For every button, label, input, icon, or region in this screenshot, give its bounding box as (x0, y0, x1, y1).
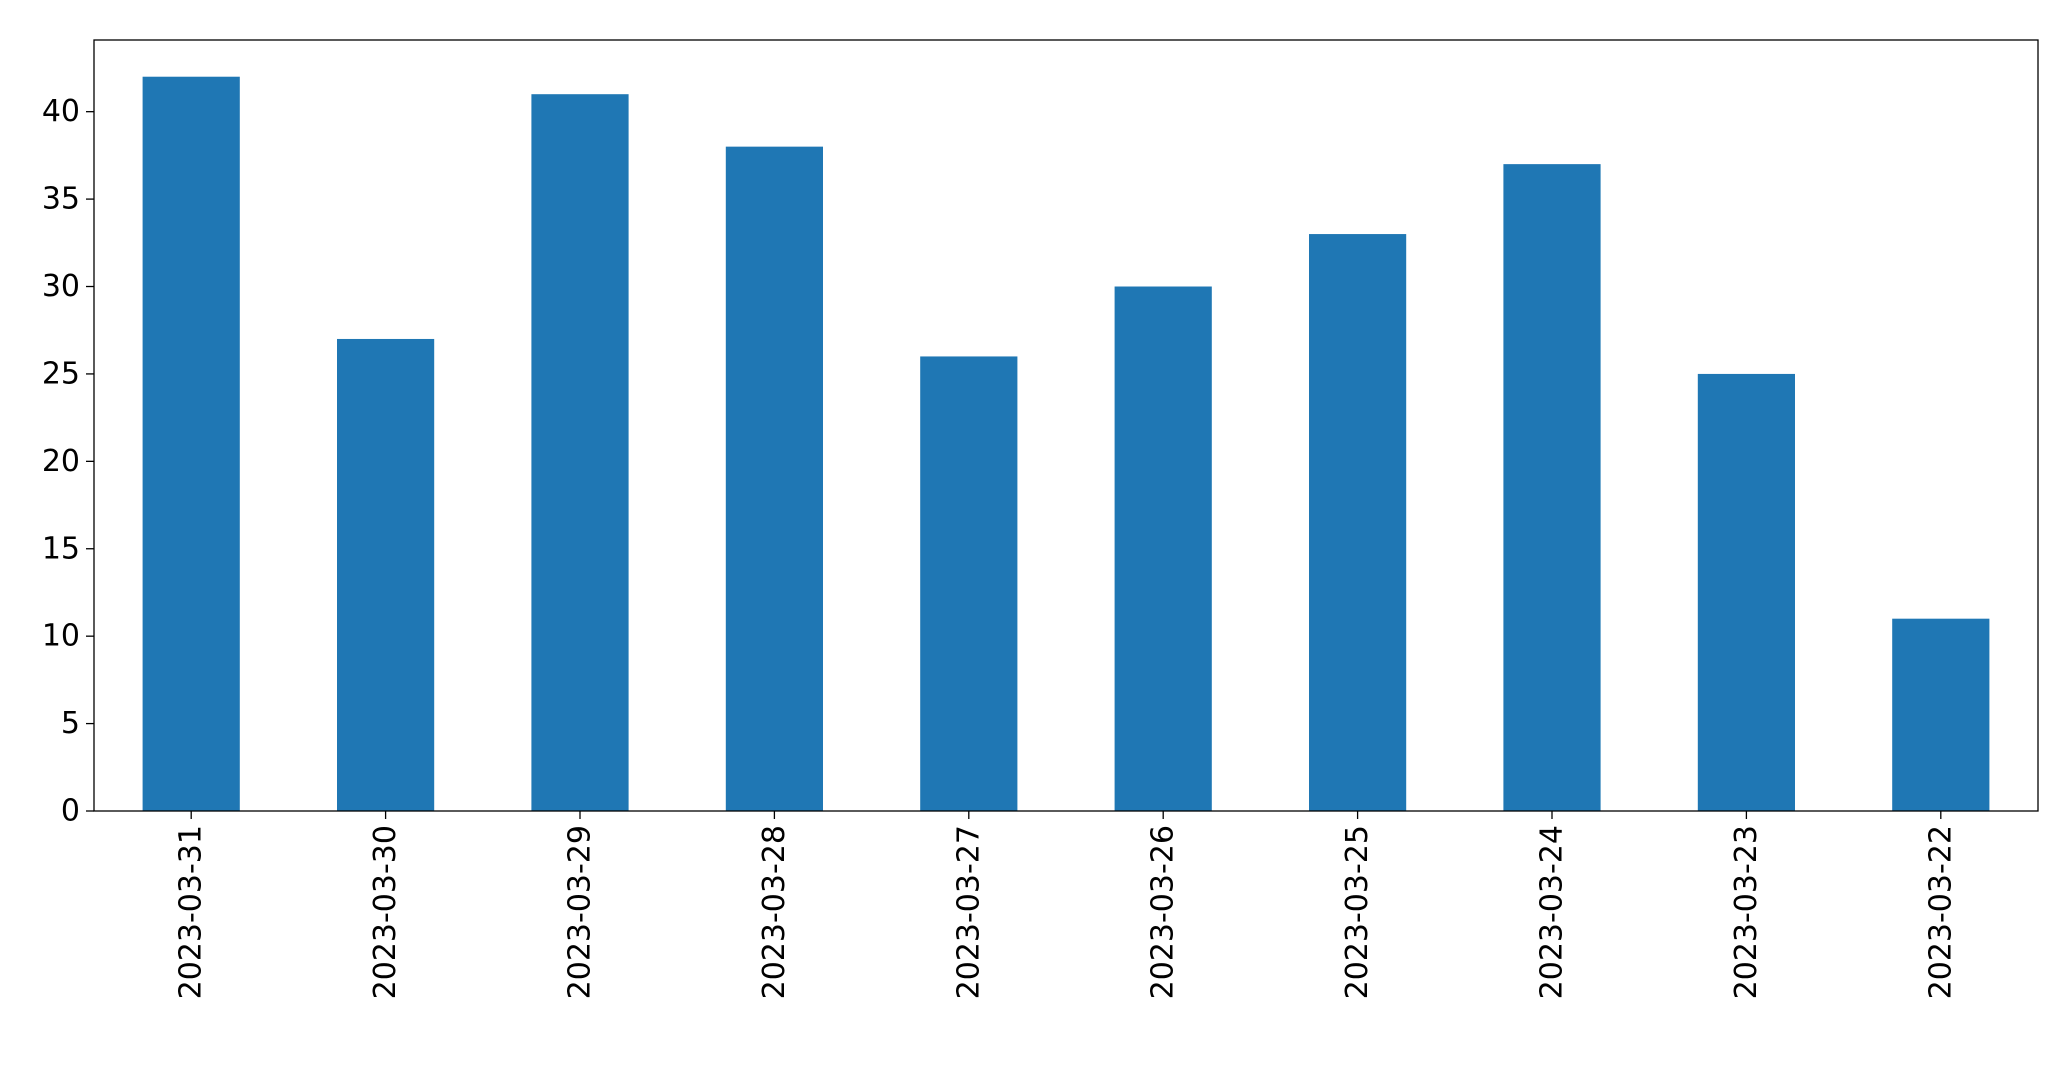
x-tick-label-2023-03-24: 2023-03-24 (1535, 825, 1570, 999)
y-tick-label-0: 0 (61, 794, 80, 829)
x-axis: 2023-03-31 2023-03-30 2023-03-29 2023-03-28… (174, 811, 1958, 999)
bars-layer (142, 76, 1990, 812)
bar-2023-03-28 (725, 146, 823, 812)
y-axis: 0 5 10 15 20 25 30 35 40 (42, 94, 94, 829)
bar-2023-03-30 (337, 338, 435, 811)
x-tick-label-2023-03-23: 2023-03-23 (1729, 825, 1764, 999)
bar-2023-03-26 (1114, 286, 1212, 811)
y-tick-label-25: 25 (42, 356, 80, 391)
x-tick-label-2023-03-22: 2023-03-22 (1923, 825, 1958, 999)
x-tick-label-2023-03-25: 2023-03-25 (1340, 825, 1375, 999)
bar-2023-03-22 (1892, 618, 1990, 811)
y-tick-label-20: 20 (42, 444, 80, 479)
y-tick-label-30: 30 (42, 269, 80, 304)
plot-frame (93, 39, 2039, 812)
y-tick-label-15: 15 (42, 531, 80, 566)
x-tick-label-2023-03-31: 2023-03-31 (174, 825, 209, 999)
x-tick-label-2023-03-27: 2023-03-27 (951, 825, 986, 999)
bar-2023-03-23 (1697, 373, 1795, 811)
x-tick-label-2023-03-26: 2023-03-26 (1146, 825, 1181, 999)
x-tick-label-2023-03-30: 2023-03-30 (368, 825, 403, 999)
y-tick-label-40: 40 (42, 94, 80, 129)
bar-2023-03-25 (1309, 234, 1407, 811)
bar-2023-03-29 (531, 94, 629, 812)
y-tick-label-35: 35 (42, 182, 80, 217)
bar-2023-03-31 (142, 76, 240, 811)
y-tick-label-10: 10 (42, 619, 80, 654)
x-tick-label-2023-03-29: 2023-03-29 (563, 825, 598, 999)
x-tick-label-2023-03-28: 2023-03-28 (757, 825, 792, 999)
bar-2023-03-27 (920, 356, 1018, 811)
y-tick-label-5: 5 (61, 706, 80, 741)
bar-2023-03-24 (1503, 164, 1601, 811)
